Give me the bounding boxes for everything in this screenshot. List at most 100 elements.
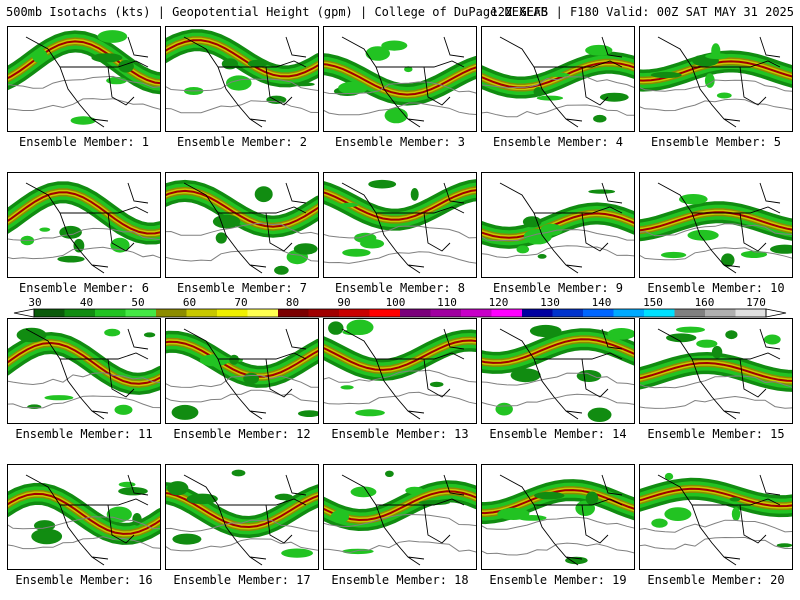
height-contour	[166, 100, 318, 114]
ensemble-member-label: Ensemble Member: 16	[15, 573, 153, 587]
colorbar-left-arrow	[13, 308, 35, 318]
height-contour	[324, 251, 476, 264]
isotach-patch	[31, 528, 63, 545]
isotach-patch	[97, 30, 128, 43]
ensemble-member-label: Ensemble Member: 5	[650, 135, 782, 149]
map-plot	[8, 30, 160, 128]
height-contour	[324, 513, 476, 528]
isotach-patch	[132, 513, 142, 526]
isotach-band	[324, 63, 476, 96]
map-outline	[341, 328, 465, 420]
ensemble-member-label: Ensemble Member: 15	[647, 427, 785, 441]
ensemble-member-map	[165, 464, 319, 570]
isotach-patch	[274, 493, 293, 501]
map-outline	[499, 328, 623, 420]
isotach-patch	[350, 486, 377, 498]
ensemble-member-label: Ensemble Member: 17	[173, 573, 311, 587]
colorbar-swatch	[95, 309, 126, 317]
height-contour	[640, 223, 792, 237]
isotach-patch	[593, 114, 607, 123]
isotach-patch	[186, 493, 218, 505]
ensemble-member-label: Ensemble Member: 2	[176, 135, 308, 149]
height-contour	[166, 538, 318, 552]
height-contour	[8, 98, 160, 111]
height-contour	[640, 519, 792, 533]
map-outline	[183, 36, 307, 128]
isotach-patch	[354, 232, 377, 243]
isotach-patch	[231, 469, 246, 477]
title-left: 500mb Isotachs (kts) | Geopotential Heig…	[6, 5, 548, 19]
isotach-patch	[355, 409, 385, 417]
isotach-patch	[533, 87, 544, 97]
height-contour	[8, 75, 160, 89]
colorbar-tick-label: 40	[80, 297, 93, 309]
isotach-patch	[298, 410, 318, 417]
map-plot	[324, 470, 476, 566]
isotach-patch	[254, 186, 273, 203]
ensemble-member-map	[639, 26, 793, 132]
isotach-patch	[106, 76, 127, 85]
ensemble-member-map	[481, 172, 635, 278]
colorbar-swatch	[400, 309, 431, 317]
isotach-patch	[167, 481, 189, 496]
colorbar-outline	[33, 308, 767, 318]
map-plot	[482, 36, 634, 128]
height-contour	[8, 395, 160, 409]
isotach-band	[640, 211, 792, 232]
isotach-patch	[537, 254, 547, 259]
isotach-patch	[410, 188, 419, 201]
isotach-patch	[381, 40, 408, 51]
ensemble-member-map	[639, 172, 793, 278]
isotach-band	[482, 338, 634, 364]
isotach-band	[482, 212, 634, 239]
isotach-patch	[725, 330, 738, 340]
isotach-patch	[339, 202, 359, 208]
isotach-patch	[32, 49, 48, 64]
isotach-patch	[495, 402, 513, 416]
height-contour	[324, 369, 476, 383]
isotach-patch	[679, 194, 708, 205]
isotach-patch	[419, 500, 450, 506]
ensemble-member-label: Ensemble Member: 1	[18, 135, 150, 149]
map-plot	[482, 474, 634, 566]
height-contour	[640, 79, 792, 92]
height-contour	[8, 536, 160, 550]
isotach-patch	[221, 58, 238, 70]
isotach-patch	[585, 44, 613, 56]
isotach-patch	[229, 354, 239, 365]
map-plot	[166, 179, 318, 275]
colorbar-swatch	[430, 309, 462, 317]
colorbar-swatch	[613, 309, 645, 317]
map-outline	[183, 182, 307, 274]
colorbar-tick-label: 50	[131, 297, 144, 309]
height-contour	[640, 375, 792, 389]
ensemble-member-label: Ensemble Member: 8	[334, 281, 466, 295]
isotach-band	[166, 39, 318, 78]
isotach-patch	[716, 92, 732, 99]
height-contour	[8, 516, 160, 530]
isotach-patch	[565, 556, 588, 565]
isotach-patch	[114, 404, 133, 415]
colorbar-swatch	[339, 309, 370, 317]
map-outline	[341, 182, 465, 274]
isotach-patch	[510, 368, 541, 383]
colorbar-swatch	[186, 309, 218, 317]
ensemble-member-label: Ensemble Member: 3	[334, 135, 466, 149]
height-contour	[482, 104, 634, 118]
map-plot	[166, 29, 318, 128]
map-outline	[657, 328, 781, 420]
isotach-patch	[368, 179, 397, 189]
isotach-patch	[199, 354, 230, 367]
isotach-patch	[711, 43, 721, 59]
map-outline	[25, 182, 149, 274]
colorbar-swatch	[369, 309, 401, 317]
isotach-patch	[522, 216, 542, 228]
isotach-patch	[215, 232, 227, 244]
isotach-patch	[588, 189, 616, 194]
height-contour	[640, 247, 792, 261]
isotach-colorbar: 30 40 50 60 70 80 90 100 110 120 130 140 150 160 170	[13, 297, 787, 318]
height-contour	[8, 372, 160, 386]
ensemble-member-map	[481, 26, 635, 132]
isotach-patch	[346, 319, 374, 335]
map-outline	[657, 474, 781, 566]
